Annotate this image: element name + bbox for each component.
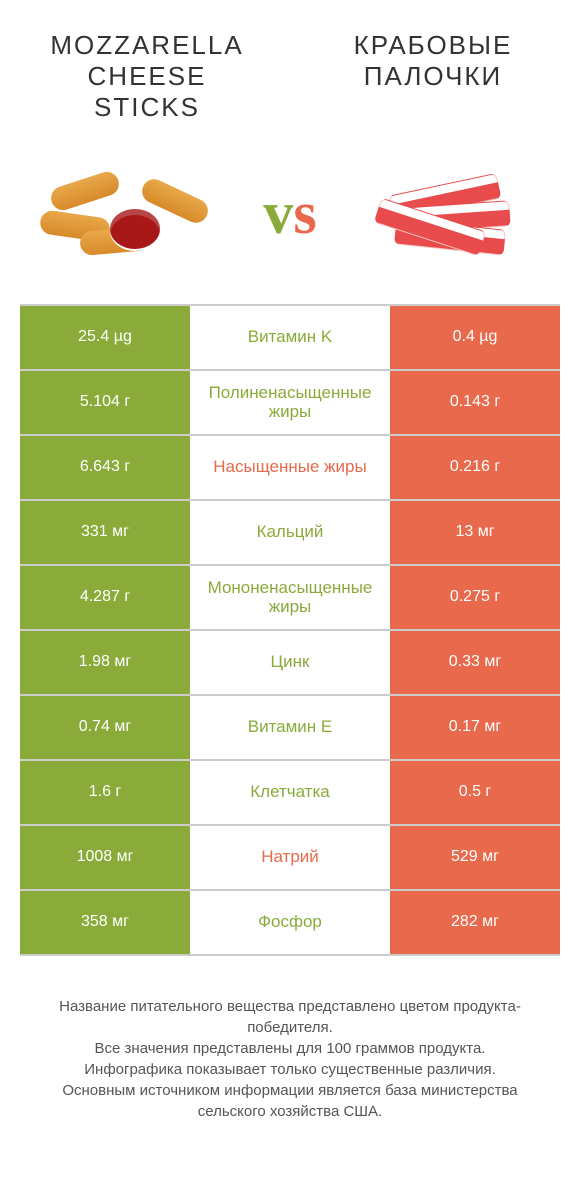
left-value: 331 мг xyxy=(20,501,190,564)
nutrient-label: Фосфор xyxy=(190,891,390,954)
table-row: 6.643 гНасыщенные жиры0.216 г xyxy=(20,436,560,501)
left-value: 4.287 г xyxy=(20,566,190,629)
nutrient-label: Витамин K xyxy=(190,306,390,369)
footer-line: Инфографика показывает только существенн… xyxy=(30,1059,550,1080)
right-value: 0.275 г xyxy=(390,566,560,629)
nutrient-label: Цинк xyxy=(190,631,390,694)
table-row: 4.287 гМононенасыщенные жиры0.275 г xyxy=(20,566,560,631)
right-value: 0.5 г xyxy=(390,761,560,824)
right-value: 0.4 µg xyxy=(390,306,560,369)
left-value: 1.6 г xyxy=(20,761,190,824)
footer-line: Основным источником информации является … xyxy=(30,1080,550,1122)
right-product-image xyxy=(350,144,550,284)
nutrient-label: Витамин E xyxy=(190,696,390,759)
left-value: 358 мг xyxy=(20,891,190,954)
right-value: 282 мг xyxy=(390,891,560,954)
nutrient-label: Насыщенные жиры xyxy=(190,436,390,499)
vs-label: vs xyxy=(263,179,316,248)
table-row: 25.4 µgВитамин K0.4 µg xyxy=(20,306,560,371)
left-product-title: Mozzarella cheese sticks xyxy=(30,30,264,124)
left-value: 1008 мг xyxy=(20,826,190,889)
left-value: 25.4 µg xyxy=(20,306,190,369)
right-value: 13 мг xyxy=(390,501,560,564)
footer-line: Все значения представлены для 100 граммо… xyxy=(30,1038,550,1059)
nutrient-label: Полиненасыщенные жиры xyxy=(190,371,390,434)
comparison-table: 25.4 µgВитамин K0.4 µg5.104 гПолиненасыщ… xyxy=(20,304,560,956)
footer-line: Название питательного вещества представл… xyxy=(30,996,550,1038)
table-row: 331 мгКальций13 мг xyxy=(20,501,560,566)
nutrient-label: Кальций xyxy=(190,501,390,564)
right-product-title: Крабовые палочки xyxy=(316,30,550,124)
nutrient-label: Натрий xyxy=(190,826,390,889)
vs-s: s xyxy=(293,180,316,246)
right-value: 0.17 мг xyxy=(390,696,560,759)
nutrient-label: Мононенасыщенные жиры xyxy=(190,566,390,629)
right-value: 0.216 г xyxy=(390,436,560,499)
header: Mozzarella cheese sticks Крабовые палочк… xyxy=(0,0,580,134)
vs-row: vs xyxy=(0,134,580,304)
right-value: 0.33 мг xyxy=(390,631,560,694)
vs-v: v xyxy=(263,180,293,246)
table-row: 0.74 мгВитамин E0.17 мг xyxy=(20,696,560,761)
nutrient-label: Клетчатка xyxy=(190,761,390,824)
table-row: 5.104 гПолиненасыщенные жиры0.143 г xyxy=(20,371,560,436)
table-row: 1.98 мгЦинк0.33 мг xyxy=(20,631,560,696)
footer-notes: Название питательного вещества представл… xyxy=(0,956,580,1122)
left-value: 1.98 мг xyxy=(20,631,190,694)
left-value: 5.104 г xyxy=(20,371,190,434)
left-value: 6.643 г xyxy=(20,436,190,499)
table-row: 358 мгФосфор282 мг xyxy=(20,891,560,956)
table-row: 1008 мгНатрий529 мг xyxy=(20,826,560,891)
left-product-image xyxy=(30,144,230,284)
left-value: 0.74 мг xyxy=(20,696,190,759)
right-value: 0.143 г xyxy=(390,371,560,434)
table-row: 1.6 гКлетчатка0.5 г xyxy=(20,761,560,826)
right-value: 529 мг xyxy=(390,826,560,889)
